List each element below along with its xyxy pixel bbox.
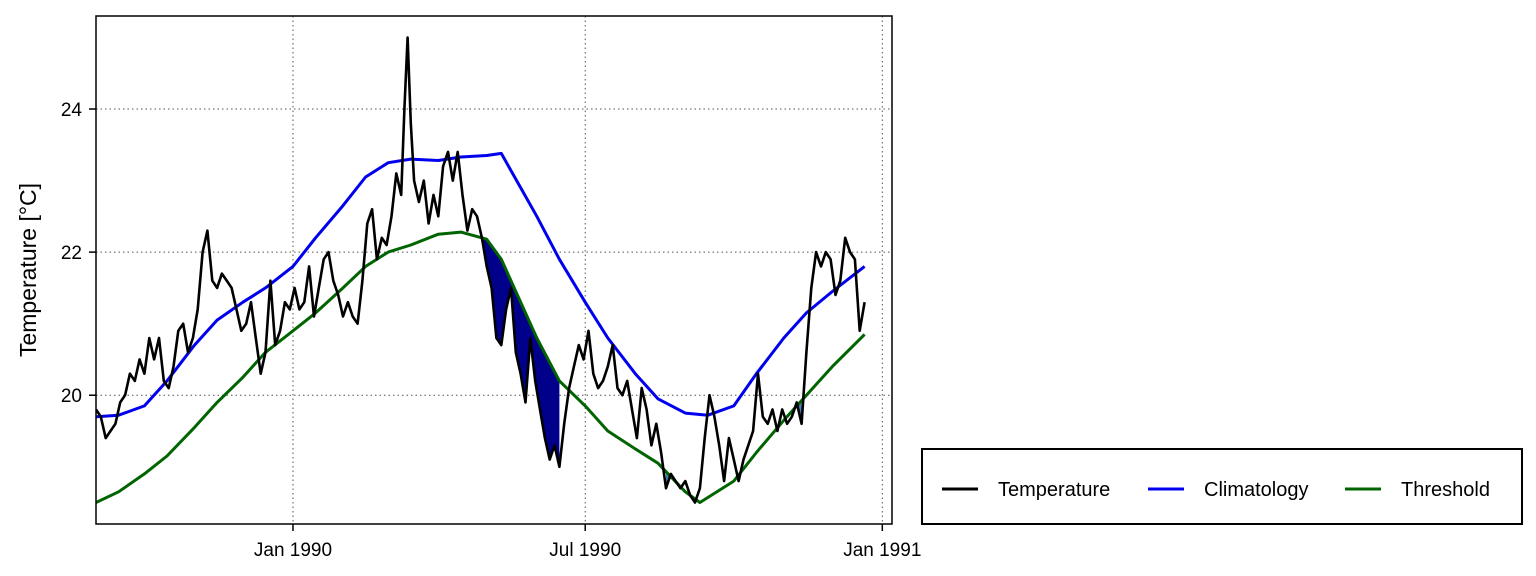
y-tick-label-1: 22 bbox=[61, 243, 82, 264]
y-tick-label-2: 24 bbox=[61, 100, 83, 121]
legend-label-2: Threshold bbox=[1401, 479, 1490, 501]
grid bbox=[96, 16, 892, 524]
series-lines bbox=[96, 36, 866, 504]
x-tick-label-0: Jan 1990 bbox=[254, 540, 332, 561]
event-shade-minor-2 bbox=[791, 400, 802, 424]
x-tick-label-1: Jul 1990 bbox=[549, 540, 621, 561]
y-axis-title: Temperature [°C] bbox=[15, 183, 41, 357]
event-shading bbox=[472, 209, 802, 489]
legend-label-0: Temperature bbox=[998, 479, 1110, 501]
series-line-threshold bbox=[96, 230, 866, 504]
axes: Jan 1990 Jul 1990 Jan 1991 20 22 24 bbox=[61, 100, 922, 561]
legend-label-1: Climatology bbox=[1204, 479, 1308, 501]
series-line-temperature bbox=[96, 36, 866, 504]
legend-box bbox=[921, 448, 1523, 525]
plot-frame bbox=[95, 15, 893, 525]
series-line-climatology bbox=[96, 151, 866, 419]
legend: Temperature Climatology Threshold bbox=[921, 448, 1523, 525]
x-tick-label-2: Jan 1991 bbox=[843, 540, 921, 561]
y-tick-label-0: 20 bbox=[61, 386, 82, 407]
